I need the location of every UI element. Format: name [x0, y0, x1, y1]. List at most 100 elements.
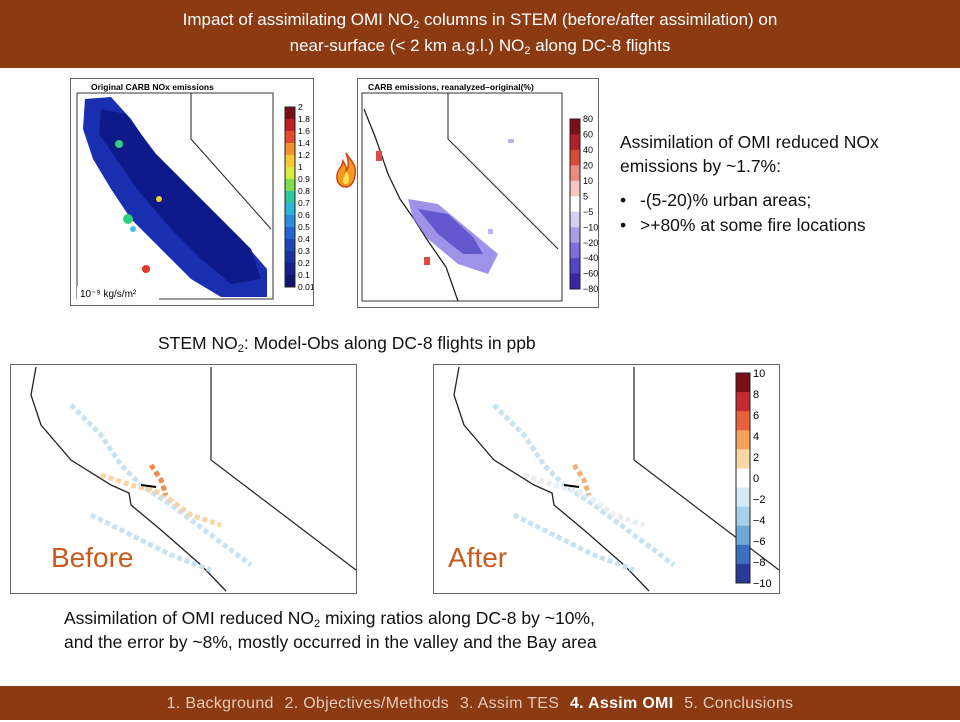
map-title: CARB emissions, reanalyzed–original(%)	[368, 82, 534, 92]
right-colorbar-tick-label: −40	[583, 253, 598, 263]
coastline	[30, 366, 227, 592]
left-colorbar-tick-label: 0.1	[298, 270, 310, 280]
left-colorbar-tick-label: 0.01	[298, 282, 313, 292]
right-colorbar-tick-label: −5	[583, 207, 593, 217]
left-colorbar-tick-label: 1.6	[298, 126, 310, 136]
left-colorbar-swatch	[285, 203, 295, 216]
right-colorbar-tick-label: 20	[583, 161, 593, 171]
after-colorbar-tick-label: 8	[753, 389, 759, 401]
left-colorbar-swatch	[285, 239, 295, 252]
original-emissions-map: Original CARB NOx emissions 2 1.8 1.6 1.4 1.…	[70, 78, 314, 306]
flight-track-cells	[69, 403, 253, 573]
right-colorbar-tick-label: −20	[583, 238, 598, 248]
after-colorbar-swatch	[736, 544, 750, 565]
left-colorbar-swatch	[285, 119, 295, 132]
right-colorbar-tick-label: 60	[583, 130, 593, 140]
left-colorbar-tick-label: 1.2	[298, 150, 310, 160]
bullet-item: >+80% at some fire locations	[620, 213, 950, 238]
nav-assim-tes[interactable]: 3. Assim TES	[459, 695, 560, 712]
left-colorbar-tick-label: 0.4	[298, 234, 310, 244]
emissions-field	[83, 97, 271, 297]
after-colorbar-swatch	[736, 563, 750, 584]
after-colorbar-swatch	[736, 468, 750, 489]
after-colorbar: 10 8 6 4 2 0 −2 −4 −6 −8 −10	[735, 368, 772, 590]
right-colorbar-tick-label: 10	[583, 176, 593, 186]
right-colorbar-swatch	[570, 165, 580, 182]
after-colorbar-swatch	[736, 487, 750, 508]
right-colorbar-tick-label: 40	[583, 145, 593, 155]
after-colorbar-swatch	[736, 449, 750, 469]
right-colorbar-tick-label: 80	[583, 114, 593, 124]
nav-background[interactable]: 1. Background	[166, 695, 274, 712]
title-line-1: Impact of assimilating OMI NO2 columns i…	[182, 10, 778, 31]
conclusion-text: Assimilation of OMI reduced NO2 mixing r…	[64, 608, 597, 652]
left-colorbar-tick-label: 0.3	[298, 246, 310, 256]
left-colorbar-tick-label: 1.4	[298, 138, 310, 148]
flight-track-cells	[492, 403, 676, 573]
right-colorbar-swatch	[570, 149, 580, 166]
after-colorbar-swatch	[736, 411, 750, 431]
left-colorbar-swatch	[285, 227, 295, 240]
after-colorbar-tick-label: 4	[753, 431, 759, 443]
right-colorbar-tick-label: −60	[583, 269, 598, 279]
left-colorbar-swatch	[285, 155, 295, 168]
bullet-item: -(5-20)% urban areas;	[620, 188, 950, 213]
footer-nav: 1. Background 2. Objectives/Methods 3. A…	[0, 686, 960, 720]
left-colorbar-tick-label: 0.5	[298, 222, 310, 232]
left-colorbar-tick-label: 0.8	[298, 186, 310, 196]
after-colorbar-tick-label: 2	[753, 452, 759, 464]
left-colorbar-tick-label: 0.9	[298, 174, 310, 184]
left-colorbar-swatch	[285, 263, 295, 276]
left-colorbar-swatch	[285, 143, 295, 156]
after-colorbar-swatch	[736, 506, 750, 527]
state-border	[190, 93, 272, 230]
left-colorbar-swatch	[285, 215, 295, 228]
coastline	[453, 366, 650, 592]
summary-intro: Assimilation of OMI reduced NOx emission…	[620, 132, 879, 176]
before-label: Before	[51, 542, 134, 573]
left-colorbar-tick-label: 0.6	[298, 210, 310, 220]
left-colorbar-swatch	[285, 179, 295, 192]
after-colorbar-swatch	[736, 373, 750, 393]
left-colorbar: 2 1.8 1.6 1.4 1.2 1 0.9 0.8 0.7 0.6 0.5 0.4 0.3 0.2 0.…	[284, 102, 313, 292]
right-colorbar-swatch	[570, 242, 580, 259]
nav-objectives-methods[interactable]: 2. Objectives/Methods	[284, 695, 450, 712]
after-label: After	[448, 542, 507, 573]
after-colorbar-swatch	[736, 430, 750, 450]
after-colorbar-tick-label: −6	[753, 536, 766, 548]
right-colorbar-swatch	[570, 227, 580, 244]
left-colorbar-tick-label: 1.8	[298, 114, 310, 124]
left-colorbar-tick-label: 0.2	[298, 258, 310, 268]
summary-bullets: -(5-20)% urban areas; >+80% at some fire…	[620, 188, 950, 238]
after-colorbar-tick-label: −10	[753, 578, 772, 590]
right-colorbar-frame	[569, 118, 581, 290]
left-colorbar-frame	[284, 106, 296, 288]
right-colorbar-tick-label: −80	[583, 284, 598, 294]
coastline	[363, 108, 459, 302]
right-colorbar-swatch	[570, 134, 580, 151]
right-colorbar-tick-label: 5	[583, 191, 588, 201]
title-line-2: near-surface (< 2 km a.g.l.) NO2 along D…	[289, 36, 671, 57]
nav-assim-omi[interactable]: 4. Assim OMI	[569, 695, 674, 712]
left-colorbar-tick-label: 0.7	[298, 198, 310, 208]
section-title: STEM NO2: Model-Obs along DC-8 flights i…	[158, 333, 536, 355]
header-banner: Impact of assimilating OMI NO2 columns i…	[0, 0, 960, 68]
after-colorbar-tick-label: 10	[753, 368, 765, 380]
after-colorbar-tick-label: −2	[753, 494, 766, 506]
change-field	[376, 139, 514, 274]
after-colorbar-swatch	[736, 525, 750, 546]
nav-conclusions[interactable]: 5. Conclusions	[684, 695, 794, 712]
right-colorbar-swatch	[570, 258, 580, 275]
after-colorbar-frame	[735, 372, 751, 584]
left-colorbar-swatch	[285, 167, 295, 180]
left-colorbar-swatch	[285, 251, 295, 264]
units-label: 10⁻⁹ kg/s/m²	[80, 289, 137, 300]
after-colorbar-tick-label: −4	[753, 515, 766, 527]
state-border	[210, 367, 356, 571]
after-colorbar-tick-label: 0	[753, 473, 759, 485]
state-border	[633, 367, 779, 571]
left-colorbar-swatch	[285, 107, 295, 120]
right-colorbar-tick-label: −10	[583, 222, 598, 232]
reanalyzed-emissions-map: CARB emissions, reanalyzed–original(%) 8…	[357, 78, 599, 308]
